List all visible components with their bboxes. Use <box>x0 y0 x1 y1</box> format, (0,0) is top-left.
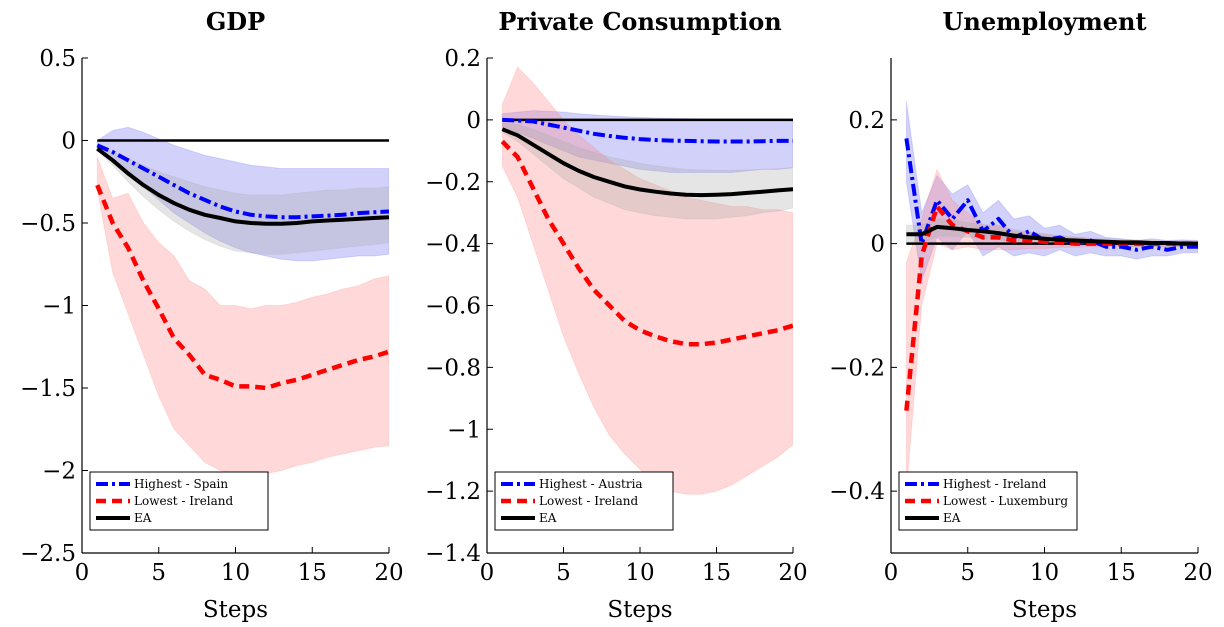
y-tick-label: −0.4 <box>829 479 885 505</box>
chart-title: Private Consumption <box>498 7 781 36</box>
chart-panel-0: GDP −2.5 −2 −1.5 −1 −0.5 0 0.5 0 5 10 15 20 Steps High… <box>20 7 404 623</box>
y-tick-label: −2 <box>42 459 76 485</box>
confidence-band-2 <box>96 144 389 255</box>
x-tick-label: 15 <box>702 560 731 586</box>
y-tick-label: 0.2 <box>444 46 481 72</box>
y-tick-label: −1 <box>447 417 481 443</box>
x-tick-label: 10 <box>625 560 654 586</box>
x-tick-label: 5 <box>556 560 571 586</box>
legend: Highest - Ireland Lowest - Luxemburg EA <box>898 471 1078 531</box>
x-tick-label: 0 <box>884 560 899 586</box>
x-tick-label: 10 <box>1030 560 1059 586</box>
y-tick-label: −1.5 <box>20 376 76 402</box>
y-tick-label: −0.5 <box>20 211 76 237</box>
confidence-band-1 <box>905 168 1198 492</box>
legend-label-0: Highest - Spain <box>134 477 228 491</box>
x-axis-label: Steps <box>1012 597 1077 623</box>
chart-panel-1: Private Consumption −1.4 −1.2 −1 −0.8 −0.6 −0.… <box>425 7 808 623</box>
legend-label-0: Highest - Austria <box>539 477 643 491</box>
confidence-band-1 <box>501 66 793 495</box>
series-line-1 <box>500 139 793 347</box>
x-axis-label: Steps <box>607 597 672 623</box>
series-line-2 <box>501 127 793 198</box>
legend-label-0: Highest - Ireland <box>943 477 1047 491</box>
x-tick-label: 20 <box>1183 560 1212 586</box>
series-line-0 <box>502 117 793 144</box>
y-tick-label: −1.2 <box>425 479 481 505</box>
series-line-0 <box>904 138 1198 252</box>
legend-label-1: Lowest - Ireland <box>134 494 234 508</box>
x-tick-label: 15 <box>298 560 327 586</box>
legend-label-2: EA <box>134 511 152 525</box>
plot-area <box>95 126 389 478</box>
y-tick-label: 0.2 <box>848 108 885 134</box>
x-axis-label: Steps <box>203 597 268 623</box>
y-tick-label: −0.2 <box>829 355 885 381</box>
legend-label-2: EA <box>539 511 557 525</box>
chart-title: Unemployment <box>942 7 1146 36</box>
legend-label-1: Lowest - Luxemburg <box>943 494 1068 508</box>
y-tick-label: −1.4 <box>425 541 481 567</box>
plot-area <box>904 101 1198 492</box>
series-line-2 <box>906 224 1198 246</box>
legend: Highest - Spain Lowest - Ireland EA <box>89 471 269 531</box>
legend-label-2: EA <box>943 511 961 525</box>
x-tick-label: 20 <box>374 560 403 586</box>
y-tick-label: −0.4 <box>425 232 481 258</box>
y-tick-label: −0.6 <box>425 294 481 320</box>
x-tick-label: 15 <box>1107 560 1136 586</box>
y-tick-label: −0.8 <box>425 355 481 381</box>
y-tick-label: −1 <box>42 294 76 320</box>
legend-label-1: Lowest - Ireland <box>539 494 639 508</box>
y-tick-label: −2.5 <box>20 541 76 567</box>
x-tick-label: 0 <box>75 560 90 586</box>
chart-panel-2: Unemployment −0.4 −0.2 0 0.2 0 5 10 15 20 Steps Hig… <box>829 7 1213 623</box>
confidence-band-0 <box>905 101 1198 281</box>
y-tick-label: 0 <box>61 129 76 155</box>
legend: Highest - Austria Lowest - Ireland EA <box>494 471 674 531</box>
x-tick-label: 10 <box>221 560 250 586</box>
series-line-1 <box>95 184 389 391</box>
confidence-band-0 <box>96 126 389 262</box>
confidence-band-1 <box>96 156 389 478</box>
y-tick-label: 0.5 <box>39 46 76 72</box>
x-tick-label: 5 <box>960 560 975 586</box>
series-line-2 <box>96 147 389 226</box>
y-tick-label: 0 <box>466 108 481 134</box>
chart-title: GDP <box>206 7 265 36</box>
series-line-0 <box>96 143 389 220</box>
plot-area <box>500 66 793 495</box>
y-tick-label: −0.2 <box>425 170 481 196</box>
x-tick-label: 20 <box>778 560 807 586</box>
x-tick-label: 0 <box>480 560 495 586</box>
x-tick-label: 5 <box>151 560 166 586</box>
y-tick-label: 0 <box>870 232 885 258</box>
